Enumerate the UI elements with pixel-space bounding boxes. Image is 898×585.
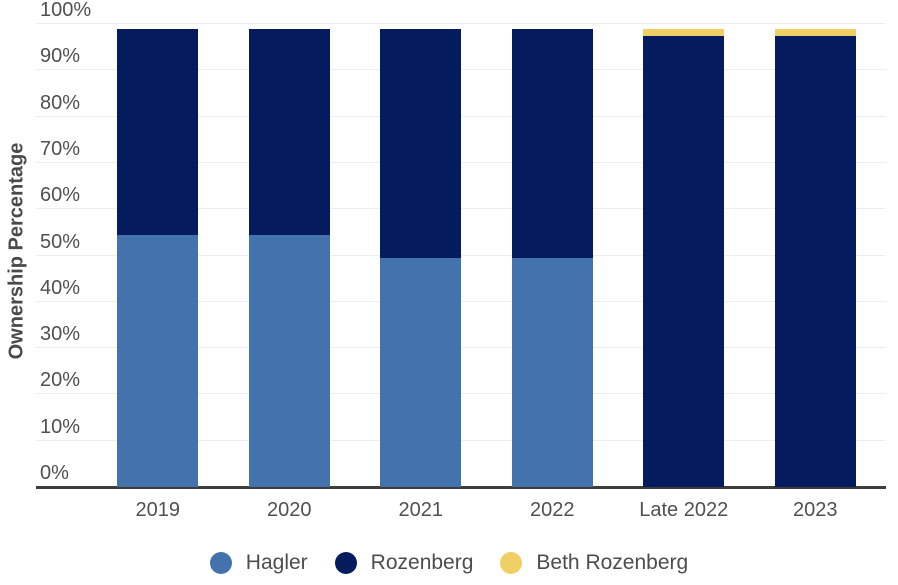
- y-tick-label: 70%: [40, 137, 81, 160]
- y-tick-label: 0%: [40, 462, 69, 484]
- x-axis-label-2019: 2019: [135, 499, 181, 521]
- x-axis-label-2023: 2023: [793, 499, 838, 521]
- x-axis-label-2021: 2021: [398, 499, 444, 521]
- y-tick-label: 90%: [40, 45, 81, 68]
- legend-swatch-icon: [209, 552, 232, 574]
- x-axis-label-late-2022: Late 2022: [639, 499, 729, 521]
- bar-segment-2020-rozenberg[interactable]: [248, 28, 330, 235]
- bar-late-2022: [643, 24, 725, 487]
- bar-segment-2019-hagler[interactable]: [117, 234, 199, 487]
- legend-label: Beth Rozenberg: [536, 551, 689, 574]
- bar-2021: [380, 24, 462, 487]
- bar-segment-2020-hagler[interactable]: [248, 234, 330, 487]
- bar-2022: [511, 24, 593, 487]
- y-tick-label: 80%: [40, 91, 81, 114]
- y-tick-label: 30%: [40, 323, 81, 346]
- y-tick-label: 20%: [40, 369, 81, 392]
- x-axis-line: [36, 486, 886, 489]
- bar-2023: [774, 24, 856, 487]
- bar-segment-2023-rozenberg[interactable]: [774, 35, 856, 487]
- y-tick-label: 10%: [40, 415, 81, 438]
- y-tick-label: 40%: [40, 276, 81, 299]
- y-tick-label: 100%: [40, 0, 92, 21]
- bar-segment-2021-hagler[interactable]: [380, 257, 462, 487]
- bar-segment-late-2022-rozenberg[interactable]: [643, 35, 725, 487]
- bar-segment-2019-rozenberg[interactable]: [117, 28, 199, 235]
- plot-area: 0% 10% 20% 30% 40% 50% 60% 70% 80% 90% 100% 2019 202…: [36, 0, 886, 521]
- bar-2020: [248, 24, 330, 487]
- bar-segment-2023-beth-rozenberg[interactable]: [774, 28, 856, 36]
- legend-swatch-icon: [334, 552, 357, 574]
- legend: Hagler Rozenberg Beth Rozenberg: [0, 551, 898, 575]
- y-axis-title: Ownership Percentage: [5, 142, 28, 360]
- legend-item-rozenberg[interactable]: Rozenberg: [334, 551, 474, 575]
- y-tick-label: 50%: [40, 230, 81, 253]
- gridline: [36, 23, 886, 24]
- x-axis-label-2022: 2022: [530, 499, 575, 521]
- legend-swatch-icon: [500, 552, 523, 574]
- bar-segment-2022-hagler[interactable]: [511, 257, 593, 487]
- bar-segment-2021-rozenberg[interactable]: [380, 28, 462, 258]
- legend-label: Rozenberg: [370, 551, 474, 574]
- y-tick-label: 60%: [40, 184, 81, 207]
- bar-segment-2022-rozenberg[interactable]: [511, 28, 593, 258]
- legend-item-hagler[interactable]: Hagler: [209, 551, 308, 575]
- legend-label: Hagler: [245, 551, 308, 574]
- bar-segment-late-2022-beth-rozenberg[interactable]: [643, 28, 725, 36]
- x-axis-label-2020: 2020: [267, 499, 312, 521]
- bar-2019: [117, 24, 199, 487]
- legend-item-beth-rozenberg[interactable]: Beth Rozenberg: [500, 551, 688, 575]
